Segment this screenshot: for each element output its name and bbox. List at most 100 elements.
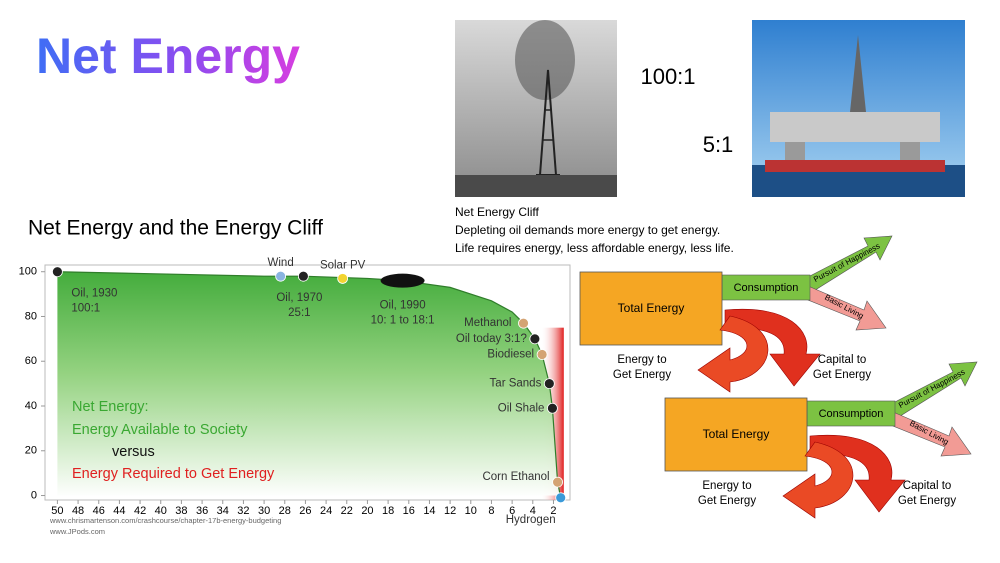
x-tick-label: 20	[361, 505, 373, 517]
point-label: Corn Ethanol	[482, 471, 549, 483]
capital-to-label: Capital to	[818, 354, 867, 366]
y-tick-label: 100	[19, 266, 37, 278]
data-point	[555, 492, 567, 504]
annotation: versus	[112, 444, 155, 460]
data-point	[552, 476, 563, 488]
annotation: Energy Available to Society	[72, 422, 248, 438]
x-tick-label: 2	[550, 505, 556, 517]
point-label: Hydrogen	[506, 514, 556, 526]
chart-title: Net Energy and the Energy Cliff	[28, 217, 323, 240]
point-label: 100:1	[71, 303, 100, 315]
total-energy-label: Total Energy	[703, 427, 770, 441]
y-tick-label: 40	[25, 400, 37, 412]
y-tick-label: 0	[31, 489, 37, 501]
reinvest-arrow	[782, 441, 854, 519]
point-label: Oil Shale	[498, 402, 545, 414]
point-label: Oil, 1930	[71, 288, 117, 300]
basic-living-arrow	[807, 285, 887, 331]
total-energy-box	[579, 271, 723, 346]
slide-title: Net Energy	[36, 28, 300, 84]
point-label: Methanol	[464, 317, 511, 329]
reinvest-arrow	[697, 315, 769, 393]
data-point	[529, 333, 541, 345]
x-tick-label: 36	[196, 505, 208, 517]
x-tick-label: 8	[488, 505, 494, 517]
caption-line: Life requires energy, less affordable en…	[455, 241, 734, 255]
diagrams: Total Energy Consumption Pursuit of Happin…	[579, 235, 978, 519]
ratio-label: 100:1	[640, 64, 695, 89]
x-tick-label: 44	[113, 505, 125, 517]
point-label: 25:1	[288, 307, 310, 319]
data-point	[536, 349, 548, 360]
x-tick-label: 32	[237, 505, 249, 517]
data-point	[337, 273, 349, 284]
y-tick-label: 20	[25, 445, 37, 457]
point-label: Tar Sands	[490, 378, 542, 390]
total-energy-label: Total Energy	[618, 301, 685, 315]
data-point	[297, 270, 309, 282]
x-tick-label: 46	[93, 505, 105, 517]
x-tick-label: 10	[465, 505, 477, 517]
happiness-arrow	[890, 361, 978, 419]
happiness-label: Pursuit of Happiness	[897, 367, 966, 410]
x-tick-label: 24	[320, 505, 332, 517]
data-point	[380, 273, 425, 288]
point-label: 10: 1 to 18:1	[371, 315, 435, 327]
happiness-label: Pursuit of Happiness	[812, 241, 881, 284]
source-note: www.chrismartenson.com/crashcourse/chapt…	[49, 516, 281, 525]
data-point	[52, 266, 63, 278]
x-tick-label: 30	[258, 505, 270, 517]
annotation: Energy Required to Get Energy	[72, 466, 275, 482]
y-tick-label: 60	[25, 355, 37, 367]
point-label: Solar PV	[320, 259, 366, 271]
total-energy-box	[664, 397, 808, 472]
point-label: Biodiesel	[487, 349, 534, 361]
data-point	[543, 378, 555, 390]
happiness-arrow	[805, 235, 893, 293]
x-tick-label: 40	[155, 505, 167, 517]
data-point	[518, 317, 529, 329]
ratio-label: 5:1	[703, 132, 734, 157]
x-tick-label: 28	[279, 505, 291, 517]
caption-line: Net Energy Cliff	[455, 205, 539, 219]
oil-rig-photo	[752, 20, 965, 197]
point-label: Oil today 3:1?	[456, 333, 527, 345]
x-tick-label: 16	[403, 505, 415, 517]
consumption-label: Consumption	[819, 408, 884, 420]
energy-to-label: Energy to	[617, 354, 666, 366]
x-tick-label: 4	[530, 505, 536, 517]
energy-to-label: Energy to	[702, 480, 751, 492]
x-tick-label: 18	[382, 505, 394, 517]
caption-line: Depleting oil demands more energy to get…	[455, 223, 720, 237]
point-label: Wind	[268, 257, 294, 269]
capital-to-label: Capital to	[903, 480, 952, 492]
net-energy-area	[57, 271, 561, 498]
capital-to-label: Get Energy	[813, 369, 871, 381]
data-point	[547, 402, 558, 414]
x-tick-label: 26	[299, 505, 311, 517]
point-label: Oil, 1970	[276, 292, 322, 304]
plot-frame	[44, 264, 571, 501]
x-tick-label: 48	[72, 505, 84, 517]
x-tick-label: 22	[341, 505, 353, 517]
x-tick-label: 14	[423, 505, 435, 517]
x-tick-label: 6	[509, 505, 515, 517]
y-tick-label: 80	[25, 310, 37, 322]
point-label: Oil, 1990	[380, 300, 426, 312]
x-tick-label: 42	[134, 505, 146, 517]
x-tick-label: 50	[51, 505, 63, 517]
gusher-photo	[455, 20, 617, 197]
x-tick-label: 34	[217, 505, 229, 517]
capital-to-label: Get Energy	[898, 495, 956, 507]
basic-living-arrow	[892, 411, 972, 457]
x-tick-label: 12	[444, 505, 456, 517]
consumption-box	[721, 274, 811, 301]
energy-to-label: Get Energy	[698, 495, 756, 507]
source-note: www.JPods.com	[49, 527, 105, 536]
data-point	[275, 270, 287, 282]
energy-to-label: Get Energy	[613, 369, 671, 381]
x-tick-label: 38	[175, 505, 187, 517]
annotation: Net Energy:	[72, 399, 149, 415]
energy-diagram: Total Energy Consumption Pursuit of Happin…	[579, 235, 893, 393]
